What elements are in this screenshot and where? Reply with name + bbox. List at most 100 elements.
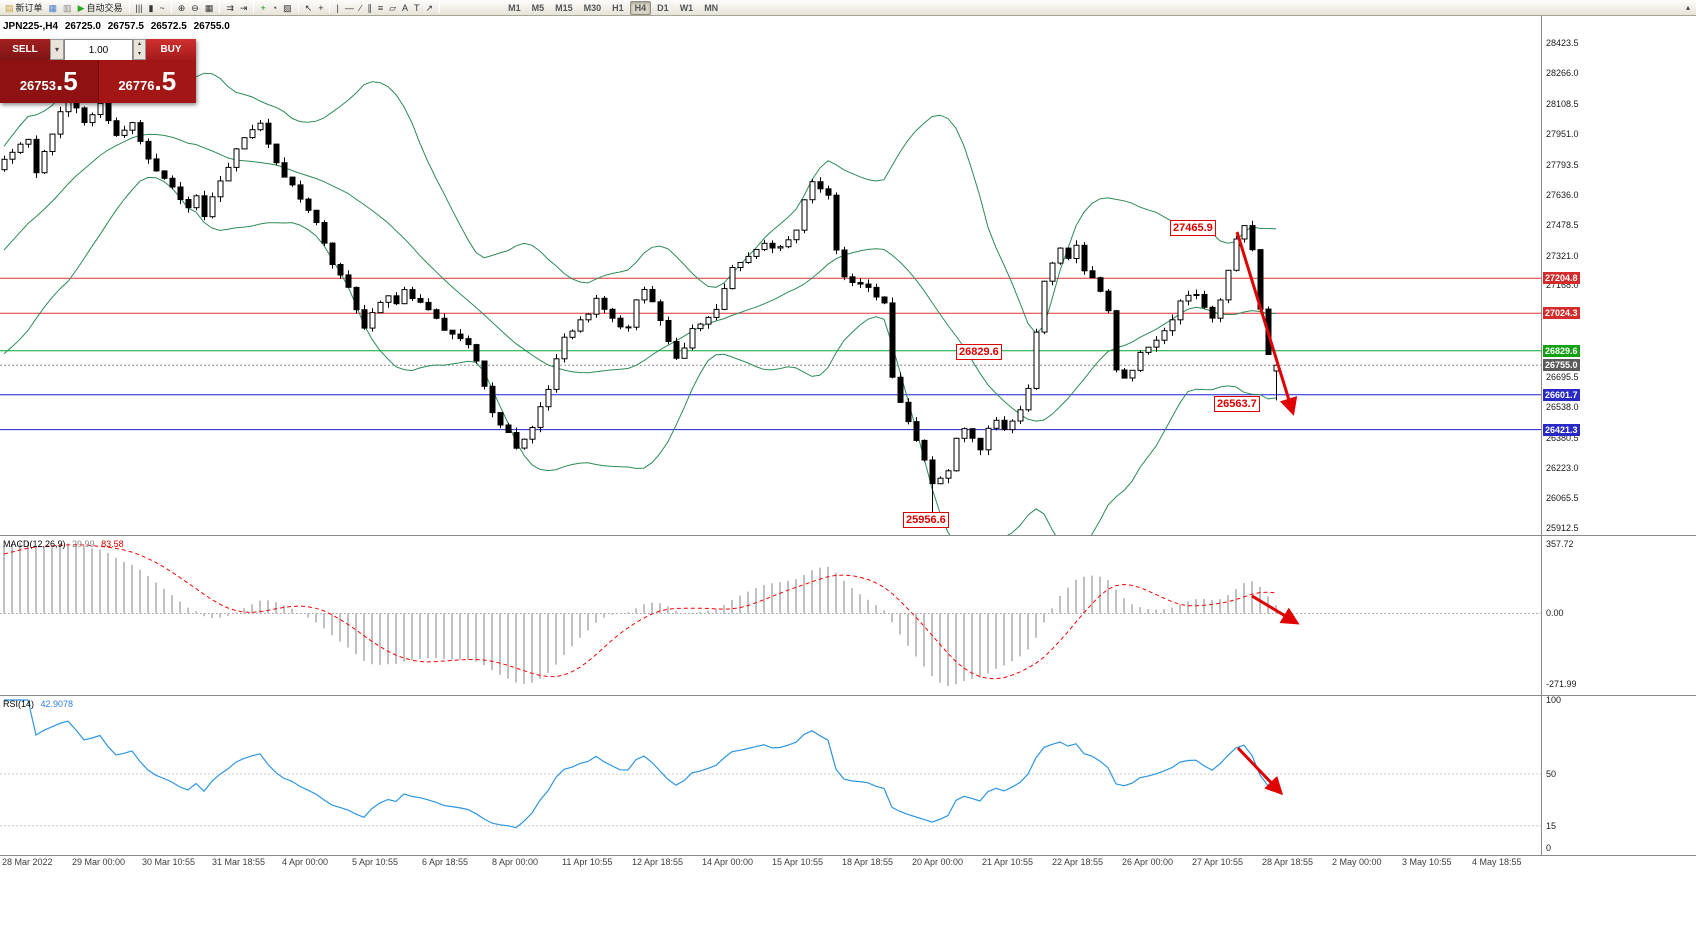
main-chart-canvas[interactable] (0, 16, 1696, 535)
price-tick-label: 26538.0 (1546, 402, 1579, 412)
macd-signal-line (3, 544, 1277, 680)
price-axis-separator[interactable] (1541, 16, 1542, 855)
toolbar-overflow-button[interactable]: ▴ (1682, 3, 1694, 12)
time-axis-label: 27 Apr 10:55 (1192, 857, 1244, 867)
volume-down-button[interactable]: ▾ (137, 50, 141, 57)
zoom-in-icon: ⊕ (177, 2, 186, 13)
toolbar-separator (329, 2, 331, 13)
timeframe-h1-button[interactable]: H1 (612, 2, 624, 13)
indicators-icon: + (260, 2, 266, 13)
volume-field (64, 39, 133, 60)
rsi-axis-label: 50 (1546, 769, 1557, 779)
timeframe-h4-button[interactable]: H4 (629, 0, 652, 15)
price-tick-label: 25912.5 (1546, 523, 1579, 533)
volume-up-button[interactable]: ▴ (137, 41, 141, 47)
macd-label: MACD(12,26,9) 29.99 83.58 (3, 539, 124, 549)
candlestick-chart-button[interactable]: ▮ (146, 1, 157, 15)
indicators-button[interactable]: + (257, 1, 268, 15)
cursor-button[interactable]: ↖ (302, 1, 316, 15)
arrows-icon: ↗ (425, 2, 434, 13)
trend-arrow-rsi[interactable] (1236, 746, 1284, 796)
periods-button[interactable]: ◔ (269, 1, 280, 15)
crosshair-button[interactable]: + (315, 1, 326, 15)
text-label-button[interactable]: T (411, 1, 423, 15)
price-tick-label: 26065.5 (1546, 493, 1579, 503)
new-order-button[interactable]: ▤ 新订单 (2, 1, 46, 15)
high-value: 26757.5 (107, 21, 144, 32)
price-callout-label[interactable]: 26829.6 (956, 344, 1002, 360)
candlestick-chart-icon: ▮ (148, 2, 154, 13)
vertical-line-button[interactable]: | (333, 1, 341, 15)
auto-trading-button[interactable]: ▶ 自动交易 (75, 1, 126, 15)
timeframe-m30-button[interactable]: M30 (583, 2, 602, 13)
price-tick-label: 27321.0 (1546, 251, 1579, 261)
shapes-icon: ▱ (389, 2, 397, 13)
price-callout-label[interactable]: 27465.9 (1170, 220, 1216, 236)
toolbar-buttons: ▤ 新订单 ▦ ▥ ▶ 自动交易 ||| ▮ ~ ⊕ ⊖ ▦ ⇉ ⇥ + ◔ ▧ ↖ + | — ∕ ∥ ≡ ▱ A T ↗ (2, 1, 436, 15)
tile-windows-button[interactable]: ▦ (202, 1, 217, 15)
rsi-indicator-canvas[interactable] (0, 696, 1696, 854)
volume-input[interactable] (65, 41, 132, 60)
timeframe-m15-button[interactable]: M15 (555, 2, 573, 13)
fibonacci-icon: ≡ (377, 2, 384, 13)
price-tick-label: 26223.0 (1546, 463, 1579, 473)
charts-button[interactable]: ▦ (46, 1, 61, 15)
toolbar-separator (253, 2, 255, 13)
fibonacci-button[interactable]: ≡ (375, 1, 386, 15)
buy-button[interactable]: BUY (146, 39, 196, 60)
sell-price[interactable]: 26753.5 (0, 60, 99, 103)
zoom-in-button[interactable]: ⊕ (175, 1, 189, 15)
price-line-label: 27204.8 (1543, 272, 1580, 284)
shapes-button[interactable]: ▱ (386, 1, 399, 15)
trend-arrow-main[interactable] (1235, 231, 1298, 416)
time-axis-label: 20 Apr 00:00 (912, 857, 964, 867)
macd-indicator-canvas[interactable] (0, 536, 1696, 694)
candlesticks (1, 91, 1280, 520)
trendline-button[interactable]: ∕ (357, 1, 365, 15)
zoom-out-button[interactable]: ⊖ (188, 1, 202, 15)
line-chart-button[interactable]: ~ (156, 1, 167, 15)
chart-shift-button[interactable]: ⇥ (237, 1, 251, 15)
time-axis-label: 2 May 00:00 (1332, 857, 1382, 867)
sell-button[interactable]: SELL (0, 39, 50, 60)
macd-axis-zero-label: 0.00 (1546, 608, 1564, 618)
toolbar-separator (219, 2, 221, 13)
timeframe-mn-button[interactable]: MN (704, 2, 719, 13)
time-axis-label: 31 Mar 18:55 (212, 857, 266, 867)
rsi-panel-separator[interactable] (0, 695, 1696, 696)
price-tick-label: 28108.5 (1546, 99, 1579, 109)
timeframe-w1-button[interactable]: W1 (679, 2, 694, 13)
time-axis-label: 30 Mar 10:55 (142, 857, 196, 867)
time-axis-label: 28 Apr 18:55 (1262, 857, 1314, 867)
timeframe-d1-button[interactable]: D1 (657, 2, 669, 13)
trend-arrow-macd[interactable] (1251, 594, 1300, 625)
auto-scroll-icon: ⇉ (226, 2, 234, 13)
macd-axis-min-label: -271.99 (1546, 679, 1577, 689)
buy-price-fraction: .5 (154, 66, 177, 96)
buy-price[interactable]: 26776.5 (98, 60, 196, 103)
price-tick-label: 28423.5 (1546, 38, 1579, 48)
volume-dropdown-button[interactable]: ▾ (50, 39, 64, 60)
templates-button[interactable]: ▧ (280, 1, 295, 15)
timeframe-m5-button[interactable]: M5 (531, 2, 545, 13)
auto-scroll-button[interactable]: ⇉ (223, 1, 237, 15)
equidistant-channel-button[interactable]: ∥ (364, 1, 375, 15)
tile-windows-icon: ▦ (204, 2, 214, 13)
time-axis-label: 3 May 10:55 (1402, 857, 1452, 867)
time-axis-label: 29 Mar 00:00 (72, 857, 126, 867)
price-tick-label: 27478.5 (1546, 220, 1579, 230)
text-button[interactable]: A (399, 1, 411, 15)
horizontal-line-button[interactable]: — (342, 1, 357, 15)
timeframe-m1-button[interactable]: M1 (508, 2, 521, 13)
price-callout-label[interactable]: 25956.6 (903, 512, 949, 528)
macd-panel-separator[interactable] (0, 535, 1696, 536)
profiles-button[interactable]: ▥ (60, 1, 75, 15)
open-value: 26725.0 (64, 21, 101, 32)
chevron-up-icon: ▴ (1685, 3, 1690, 12)
bar-chart-button[interactable]: ||| (133, 1, 146, 15)
time-axis-label: 18 Apr 18:55 (842, 857, 894, 867)
price-callout-label[interactable]: 26563.7 (1214, 396, 1260, 412)
bollinger-middle-band (3, 133, 1277, 422)
arrows-button[interactable]: ↗ (423, 1, 437, 15)
